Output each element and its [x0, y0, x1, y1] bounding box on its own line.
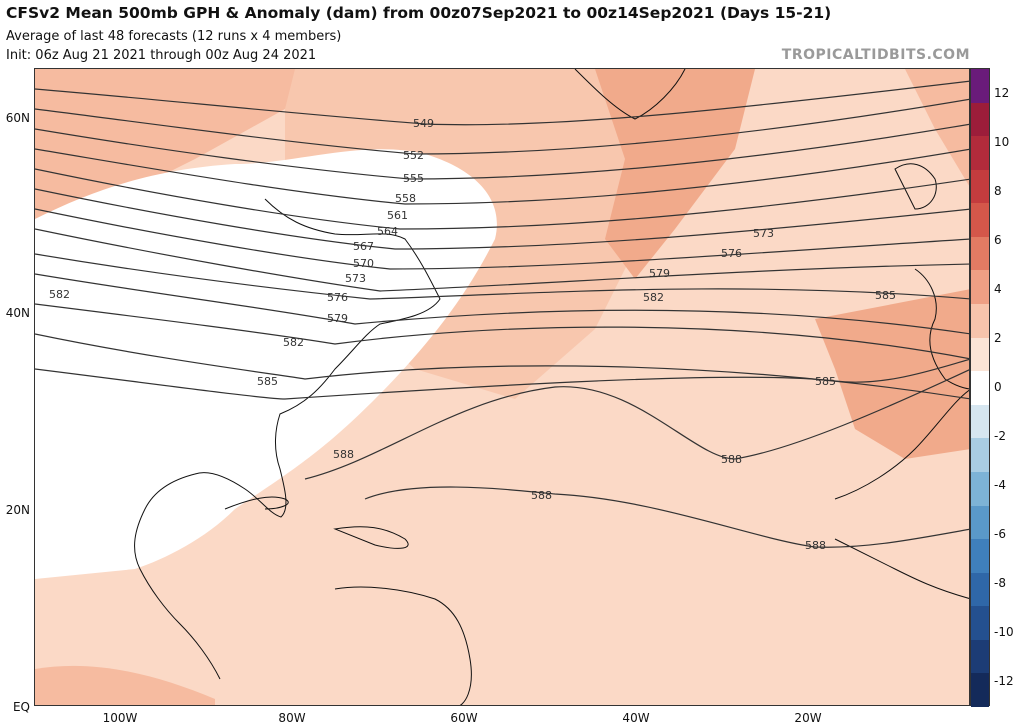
colorbar-segment	[971, 539, 989, 574]
colorbar-label: 6	[994, 233, 1002, 247]
contour-label: 564	[377, 225, 398, 238]
lon-label-60w: 60W	[450, 711, 478, 725]
lon-label-40w: 40W	[622, 711, 650, 725]
colorbar-segment	[971, 438, 989, 473]
colorbar-label: -6	[994, 527, 1006, 541]
contour-label: 588	[531, 489, 552, 502]
colorbar-segment	[971, 270, 989, 305]
contour-label: 579	[649, 267, 670, 280]
colorbar-segment	[971, 404, 989, 439]
colorbar-label: 4	[994, 282, 1002, 296]
contour-label: 573	[345, 272, 366, 285]
brand-watermark: TROPICALTIDBITS.COM	[781, 47, 970, 63]
contour-label: 582	[49, 288, 70, 301]
contour-label: 582	[283, 336, 304, 349]
colorbar-label: -10	[994, 625, 1014, 639]
init-time: Init: 06z Aug 21 2021 through 00z Aug 24…	[6, 48, 317, 63]
colorbar-label: 12	[994, 86, 1010, 100]
contour-label: 585	[815, 375, 836, 388]
colorbar-segment	[971, 102, 989, 137]
contour-label: 570	[353, 257, 374, 270]
colorbar-segment	[971, 606, 989, 641]
colorbar-segment	[971, 304, 989, 339]
colorbar-label: -4	[994, 478, 1006, 492]
lat-label-40n: 40N	[5, 306, 30, 320]
colorbar-segment	[971, 203, 989, 238]
colorbar-label: 2	[994, 331, 1002, 345]
contour-label: 549	[413, 117, 434, 130]
lon-label-80w: 80W	[278, 711, 306, 725]
contour-label: 582	[643, 291, 664, 304]
colorbar-segment	[971, 639, 989, 674]
contour-label: 576	[721, 247, 742, 260]
colorbar-label: -12	[994, 674, 1014, 688]
anomaly-map: 549 552 555 558 561 564 567 570 573 576 …	[35, 69, 969, 705]
height-contours	[35, 80, 969, 548]
contour-label: 585	[257, 375, 278, 388]
contour-label: 588	[721, 453, 742, 466]
colorbar-label: 0	[994, 380, 1002, 394]
contour-label: 588	[805, 539, 826, 552]
contour-label: 561	[387, 209, 408, 222]
colorbar-segment	[971, 169, 989, 204]
colorbar-segment	[971, 236, 989, 271]
contour-label: 573	[753, 227, 774, 240]
lat-label-eq: EQ	[12, 700, 30, 714]
lat-label-60n: 60N	[5, 111, 30, 125]
colorbar-segment	[971, 673, 989, 708]
map-subtitle: Average of last 48 forecasts (12 runs x …	[6, 29, 342, 44]
map-title: CFSv2 Mean 500mb GPH & Anomaly (dam) fro…	[6, 4, 832, 22]
contour-label: 558	[395, 192, 416, 205]
contour-label: 567	[353, 240, 374, 253]
contour-label: 576	[327, 291, 348, 304]
colorbar-label: -2	[994, 429, 1006, 443]
colorbar-label: 10	[994, 135, 1010, 149]
colorbar-segment	[971, 337, 989, 372]
colorbar-segment	[971, 572, 989, 607]
contour-label: 555	[403, 172, 424, 185]
colorbar-segment	[971, 505, 989, 540]
contour-label: 579	[327, 312, 348, 325]
colorbar-segment	[971, 471, 989, 507]
contour-labels: 549 552 555 558 561 564 567 570 573 576 …	[49, 117, 896, 552]
lat-label-20n: 20N	[5, 503, 30, 517]
colorbar-segment	[971, 69, 989, 104]
contour-label: 588	[333, 448, 354, 461]
colorbar-label: -8	[994, 576, 1006, 590]
colorbar-label: 8	[994, 184, 1002, 198]
colorbar-segment	[971, 371, 989, 406]
colorbar	[970, 68, 990, 708]
map-panel: 549 552 555 558 561 564 567 570 573 576 …	[34, 68, 970, 706]
contour-label: 585	[875, 289, 896, 302]
colorbar-segment	[971, 136, 989, 171]
lon-label-20w: 20W	[794, 711, 822, 725]
contour-label: 552	[403, 149, 424, 162]
lon-label-100w: 100W	[102, 711, 138, 725]
